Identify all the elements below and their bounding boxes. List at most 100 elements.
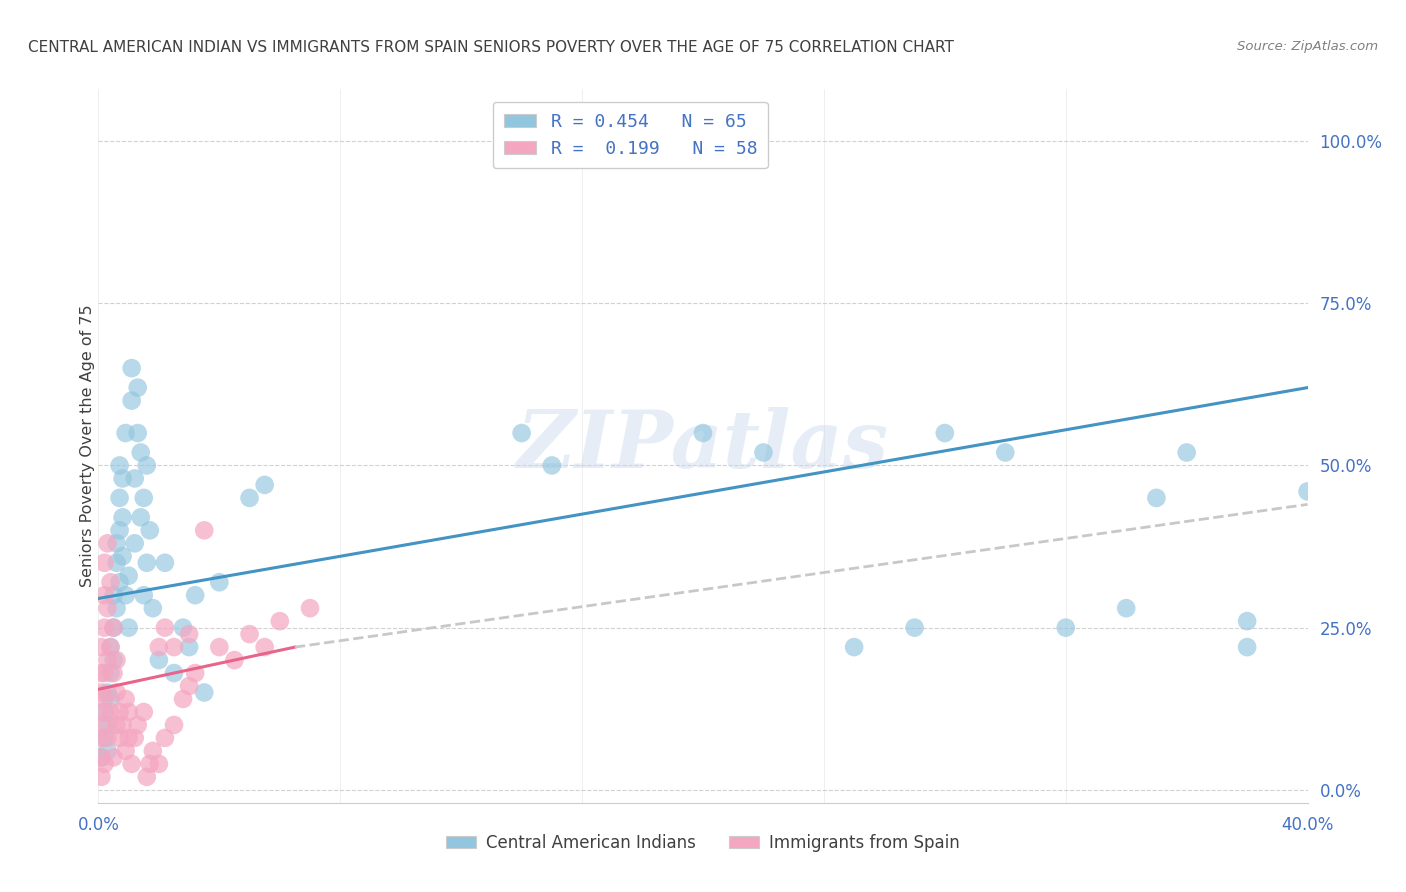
Point [93, 692, 115, 706]
Point [93, 705, 115, 719]
Point [100, 692, 122, 706]
Point [90, 705, 112, 719]
Point [153, 556, 176, 570]
Point [93, 718, 115, 732]
Point [179, 679, 201, 693]
Point [163, 718, 186, 732]
Point [193, 524, 215, 538]
Point [153, 621, 176, 635]
Point [105, 601, 128, 615]
Point [90, 685, 112, 699]
Point [163, 666, 186, 681]
Point [994, 445, 1017, 459]
Point [904, 621, 927, 635]
Point [118, 621, 141, 635]
Point [114, 744, 136, 758]
Point [105, 653, 128, 667]
Point [118, 568, 141, 582]
Point [124, 471, 146, 485]
Point [103, 621, 125, 635]
Point [96, 536, 118, 550]
Point [121, 756, 143, 771]
Point [100, 640, 122, 654]
Point [127, 718, 149, 732]
Point [239, 491, 262, 505]
Point [96, 718, 118, 732]
Point [90, 750, 112, 764]
Point [163, 640, 186, 654]
Point [132, 588, 155, 602]
Point [93, 731, 115, 745]
Point [752, 445, 775, 459]
Point [510, 425, 533, 440]
Point [208, 640, 231, 654]
Point [93, 588, 115, 602]
Point [129, 445, 152, 459]
Point [100, 575, 122, 590]
Point [93, 621, 115, 635]
Point [111, 510, 134, 524]
Point [103, 621, 125, 635]
Point [105, 718, 128, 732]
Point [1236, 614, 1258, 628]
Point [132, 705, 155, 719]
Point [142, 601, 165, 615]
Point [844, 640, 866, 654]
Point [114, 425, 136, 440]
Point [108, 575, 131, 590]
Point [129, 510, 152, 524]
Point [179, 640, 201, 654]
Point [124, 536, 146, 550]
Point [179, 627, 201, 641]
Point [148, 653, 170, 667]
Point [90, 770, 112, 784]
Text: CENTRAL AMERICAN INDIAN VS IMMIGRANTS FROM SPAIN SENIORS POVERTY OVER THE AGE OF: CENTRAL AMERICAN INDIAN VS IMMIGRANTS FR… [28, 40, 955, 55]
Point [1175, 445, 1198, 459]
Point [127, 381, 149, 395]
Point [100, 666, 122, 681]
Point [253, 478, 276, 492]
Point [105, 536, 128, 550]
Point [93, 556, 115, 570]
Point [172, 621, 194, 635]
Point [108, 491, 131, 505]
Point [208, 575, 231, 590]
Text: ZIPatlas: ZIPatlas [517, 408, 889, 484]
Point [108, 705, 131, 719]
Point [93, 666, 115, 681]
Point [1144, 491, 1167, 505]
Point [184, 666, 207, 681]
Y-axis label: Seniors Poverty Over the Age of 75: Seniors Poverty Over the Age of 75 [80, 305, 94, 587]
Point [1296, 484, 1319, 499]
Point [139, 524, 162, 538]
Point [90, 640, 112, 654]
Point [540, 458, 562, 473]
Point [103, 653, 125, 667]
Point [269, 614, 291, 628]
Point [184, 588, 207, 602]
Point [139, 756, 162, 771]
Point [121, 393, 143, 408]
Point [96, 731, 118, 745]
Point [100, 705, 122, 719]
Point [90, 666, 112, 681]
Point [111, 471, 134, 485]
Point [108, 731, 131, 745]
Point [105, 556, 128, 570]
Point [118, 705, 141, 719]
Point [105, 685, 128, 699]
Legend: Central American Indians, Immigrants from Spain: Central American Indians, Immigrants fro… [439, 828, 967, 859]
Point [692, 425, 714, 440]
Point [132, 491, 155, 505]
Point [124, 731, 146, 745]
Point [108, 458, 131, 473]
Point [1236, 640, 1258, 654]
Point [253, 640, 276, 654]
Point [148, 640, 170, 654]
Point [103, 588, 125, 602]
Point [103, 666, 125, 681]
Point [224, 653, 246, 667]
Point [90, 731, 112, 745]
Point [121, 361, 143, 376]
Point [153, 731, 176, 745]
